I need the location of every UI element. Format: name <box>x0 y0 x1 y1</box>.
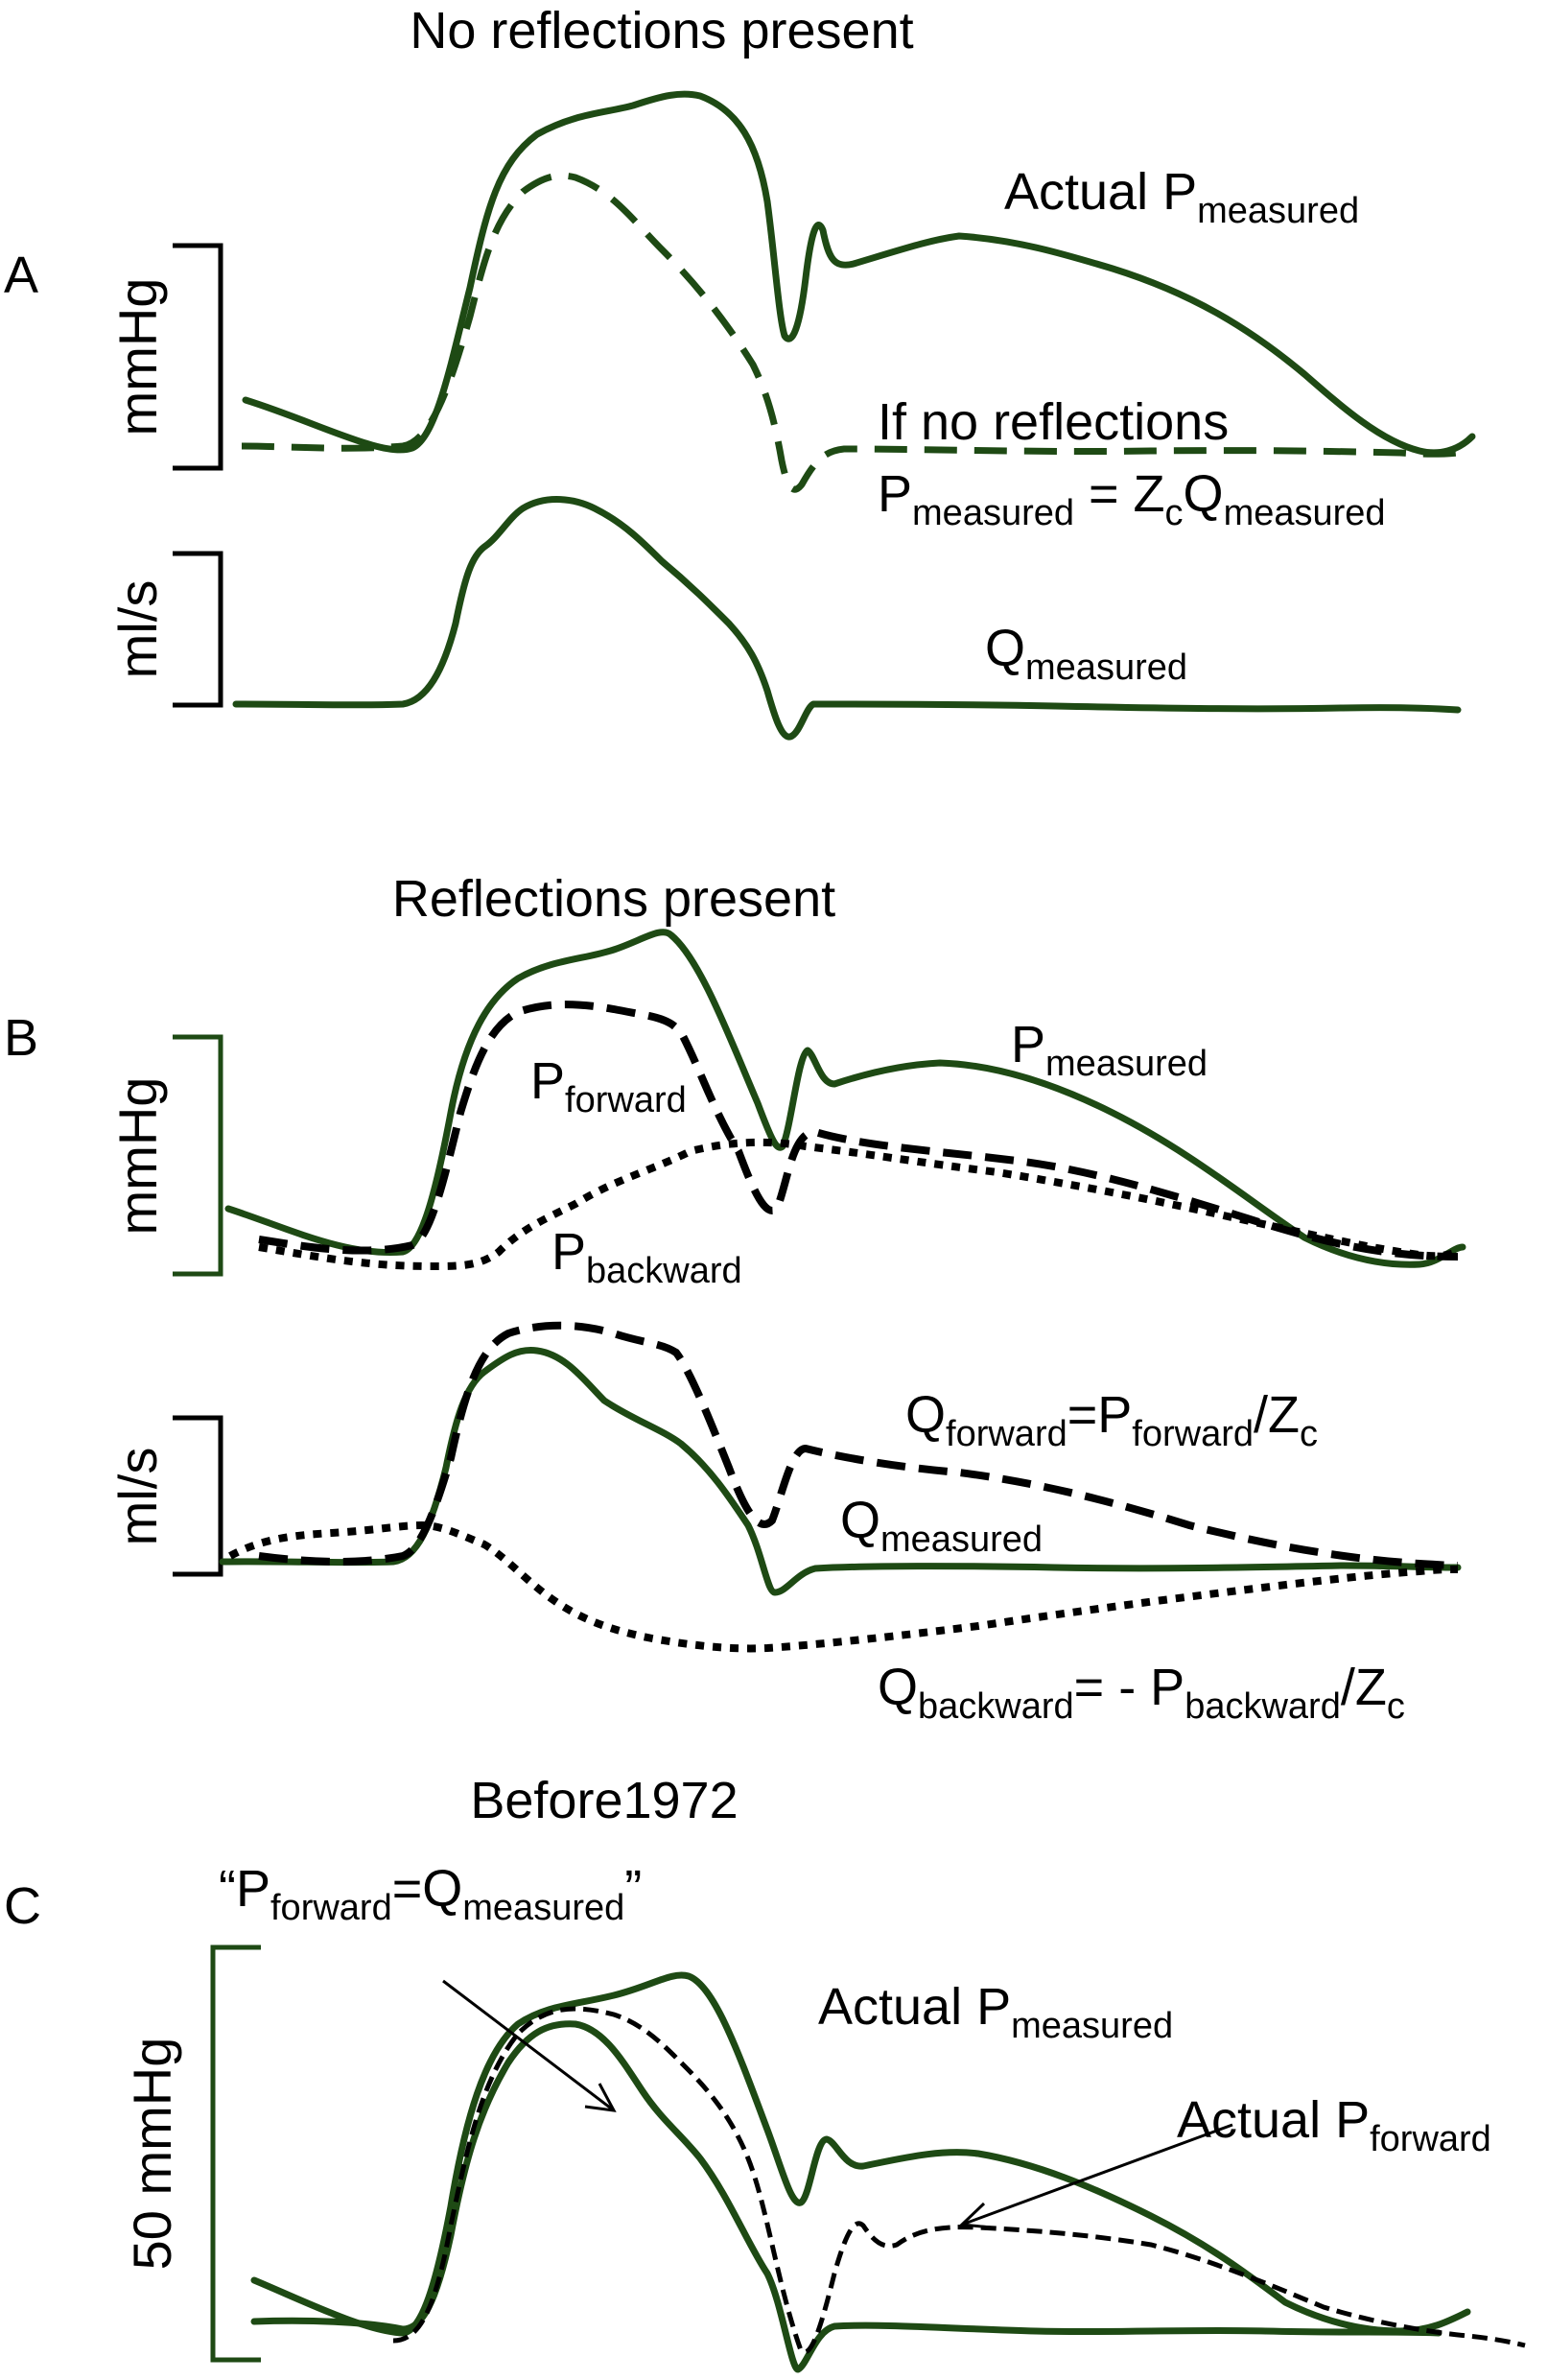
panel-b-title: Reflections present <box>392 870 835 928</box>
panel-c-letter: C <box>4 1877 41 1935</box>
panel-a-no-reflection-curve <box>241 172 1473 493</box>
panel-b-q-forward-curve <box>258 1321 1459 1569</box>
panel-c-scale-unit: 50 mmHg <box>122 2038 182 2271</box>
panel-c-actual-p-forward-curve <box>392 2006 1526 2355</box>
panel-a: No reflections present A mmHg ml/s Actua… <box>4 2 1476 741</box>
panel-b-label-pmeasured: Pmeasured <box>1011 1016 1208 1084</box>
panel-b-p-forward-curve <box>258 1001 1459 1261</box>
panel-a-label-qmeasured: Qmeasured <box>985 620 1187 688</box>
panel-c: Before1972 C 50 mmHg “Pforward=Qmeasured… <box>4 1772 1526 2373</box>
panel-b-label-qbackward: Qbackward= - Pbackward/Zc <box>878 1659 1405 1727</box>
panel-c-arrow-to-quote <box>442 1979 617 2112</box>
panel-a-pressure-scale-bar <box>173 243 223 471</box>
panel-c-label-quote: “Pforward=Qmeasured” <box>219 1860 642 1928</box>
panel-b-label-qforward: Qforward=Pforward/Zc <box>905 1386 1318 1454</box>
panel-b-label-pforward: Pforward <box>530 1052 687 1120</box>
panel-c-label-actual-pforward: Actual Pforward <box>1177 2091 1491 2159</box>
panel-c-label-actual-pmeasured: Actual Pmeasured <box>818 1978 1173 2046</box>
panel-a-letter: A <box>4 247 38 304</box>
panel-a-label-pmeasured-zcq: Pmeasured = ZcQmeasured <box>878 465 1386 533</box>
panel-c-title: Before1972 <box>470 1772 738 1829</box>
panel-a-q-measured-curve <box>232 496 1462 741</box>
panel-b-label-pbackward: Pbackward <box>551 1223 742 1291</box>
panel-b: Reflections present B mmHg ml/s Pforward… <box>4 870 1466 1727</box>
panel-b-flow-unit: ml/s <box>107 1448 168 1546</box>
panel-b-letter: B <box>4 1009 38 1067</box>
panel-c-q-measured-curve <box>250 2020 1442 2373</box>
panel-b-p-backward-curve <box>258 1138 1460 1271</box>
panel-b-q-backward-curve <box>228 1520 1459 1653</box>
panel-c-actual-p-measured-curve <box>250 1971 1471 2337</box>
panel-c-scale-bar <box>210 1944 261 2363</box>
panel-a-label-actual-pmeasured: Actual Pmeasured <box>1004 163 1359 231</box>
panel-b-pressure-unit: mmHg <box>107 1077 168 1236</box>
panel-b-label-qmeasured: Qmeasured <box>840 1492 1043 1560</box>
panel-b-p-measured-curve <box>224 929 1466 1268</box>
panel-c-arrow-to-actual-pforward <box>958 2123 1233 2229</box>
panel-b-flow-scale-bar <box>173 1415 223 1577</box>
panel-a-title: No reflections present <box>410 2 913 59</box>
panel-a-pressure-unit: mmHg <box>107 278 168 436</box>
panel-a-flow-unit: ml/s <box>107 580 168 679</box>
panel-a-p-measured-curve <box>242 90 1476 457</box>
panel-b-pressure-scale-bar <box>173 1034 223 1277</box>
panel-a-flow-scale-bar <box>173 551 223 708</box>
panel-a-label-if-no-reflections: If no reflections <box>878 393 1229 451</box>
